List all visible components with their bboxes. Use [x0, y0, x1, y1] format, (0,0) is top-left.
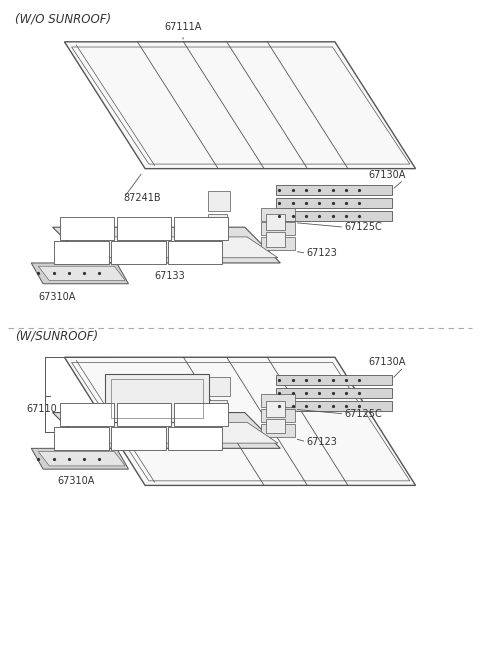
- FancyBboxPatch shape: [266, 232, 285, 247]
- FancyBboxPatch shape: [60, 217, 114, 240]
- Polygon shape: [31, 448, 129, 469]
- FancyBboxPatch shape: [208, 192, 229, 211]
- FancyBboxPatch shape: [261, 424, 295, 437]
- Text: 67110: 67110: [26, 404, 57, 415]
- FancyBboxPatch shape: [60, 403, 114, 426]
- FancyBboxPatch shape: [174, 217, 228, 240]
- FancyBboxPatch shape: [261, 394, 295, 407]
- Polygon shape: [38, 451, 125, 466]
- Text: 67123: 67123: [306, 248, 337, 258]
- FancyBboxPatch shape: [174, 403, 228, 426]
- Text: 67133: 67133: [155, 272, 185, 281]
- Text: 67125C: 67125C: [344, 409, 382, 419]
- Text: 67310A: 67310A: [38, 292, 76, 302]
- FancyBboxPatch shape: [54, 427, 108, 449]
- Polygon shape: [53, 413, 280, 448]
- FancyBboxPatch shape: [208, 213, 227, 232]
- FancyBboxPatch shape: [261, 208, 295, 220]
- Polygon shape: [276, 401, 392, 411]
- FancyBboxPatch shape: [261, 237, 295, 250]
- FancyBboxPatch shape: [117, 403, 171, 426]
- FancyBboxPatch shape: [54, 241, 108, 264]
- Polygon shape: [276, 198, 392, 208]
- FancyBboxPatch shape: [266, 214, 285, 230]
- Polygon shape: [276, 375, 392, 384]
- Polygon shape: [276, 185, 392, 195]
- Text: 67115: 67115: [81, 453, 112, 464]
- FancyBboxPatch shape: [261, 222, 295, 235]
- FancyBboxPatch shape: [168, 241, 222, 264]
- Polygon shape: [38, 266, 125, 281]
- Text: 67130A: 67130A: [368, 170, 406, 180]
- Polygon shape: [31, 263, 129, 284]
- FancyBboxPatch shape: [208, 377, 229, 396]
- Text: 67125C: 67125C: [344, 222, 382, 232]
- Text: 67111A: 67111A: [164, 22, 202, 39]
- FancyBboxPatch shape: [266, 419, 285, 434]
- Text: 67310A: 67310A: [57, 476, 95, 486]
- Polygon shape: [64, 358, 416, 485]
- FancyBboxPatch shape: [111, 241, 166, 264]
- Polygon shape: [67, 237, 278, 258]
- Polygon shape: [276, 211, 392, 220]
- Text: 87241B: 87241B: [164, 385, 202, 395]
- FancyBboxPatch shape: [117, 217, 171, 240]
- FancyBboxPatch shape: [208, 400, 227, 418]
- FancyBboxPatch shape: [266, 401, 285, 417]
- Polygon shape: [67, 422, 278, 443]
- FancyBboxPatch shape: [111, 427, 166, 449]
- Text: (W/O SUNROOF): (W/O SUNROOF): [14, 12, 111, 26]
- Text: 67130A: 67130A: [368, 357, 406, 367]
- Text: (W/SUNROOF): (W/SUNROOF): [14, 330, 98, 343]
- Polygon shape: [53, 227, 280, 263]
- Polygon shape: [276, 388, 392, 398]
- Polygon shape: [105, 373, 209, 422]
- Polygon shape: [64, 42, 416, 169]
- FancyBboxPatch shape: [168, 427, 222, 449]
- FancyBboxPatch shape: [261, 409, 295, 422]
- Text: 87241B: 87241B: [124, 193, 161, 203]
- Text: 67123: 67123: [306, 437, 337, 447]
